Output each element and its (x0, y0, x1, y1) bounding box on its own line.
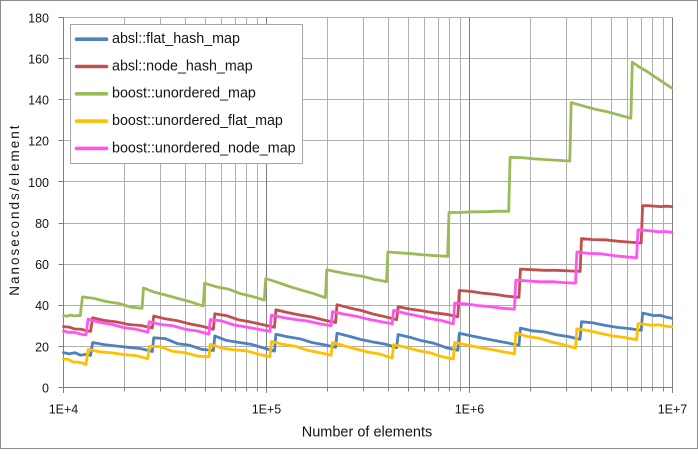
svg-text:boost::unordered_node_map: boost::unordered_node_map (112, 140, 296, 156)
svg-text:180: 180 (28, 11, 49, 25)
svg-text:60: 60 (35, 258, 49, 272)
svg-text:20: 20 (35, 340, 49, 354)
svg-text:0: 0 (42, 381, 49, 395)
svg-text:1E+5: 1E+5 (252, 403, 282, 417)
svg-text:1E+6: 1E+6 (455, 403, 485, 417)
svg-text:40: 40 (35, 299, 49, 313)
svg-text:1E+7: 1E+7 (658, 403, 688, 417)
svg-text:Number of elements: Number of elements (302, 425, 433, 441)
svg-text:absl::flat_hash_map: absl::flat_hash_map (112, 31, 240, 47)
svg-text:120: 120 (28, 135, 49, 149)
svg-text:Nanoseconds/element: Nanoseconds/element (7, 123, 22, 295)
svg-text:100: 100 (28, 176, 49, 190)
svg-text:160: 160 (28, 53, 49, 67)
svg-text:80: 80 (35, 217, 49, 231)
svg-text:boost::unordered_flat_map: boost::unordered_flat_map (112, 113, 283, 129)
svg-text:boost::unordered_map: boost::unordered_map (112, 86, 256, 102)
svg-text:absl::node_hash_map: absl::node_hash_map (112, 58, 253, 74)
svg-text:1E+4: 1E+4 (49, 403, 79, 417)
svg-text:140: 140 (28, 94, 49, 108)
